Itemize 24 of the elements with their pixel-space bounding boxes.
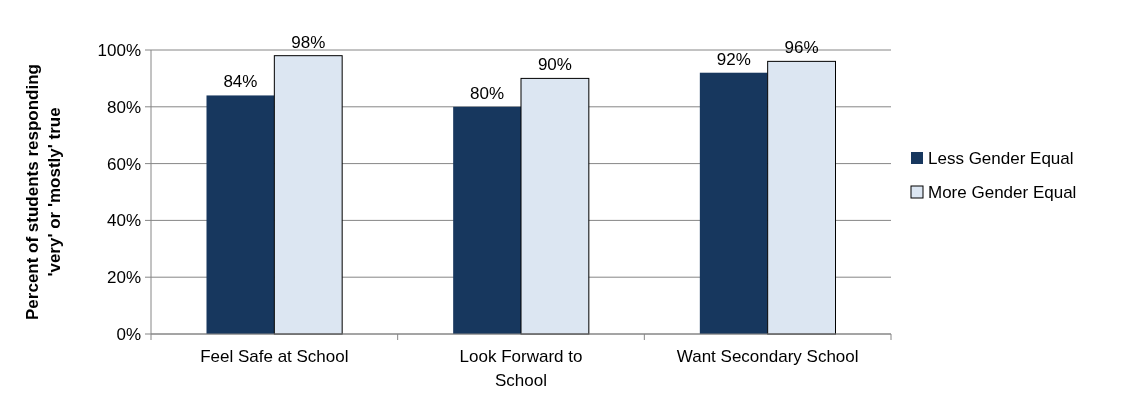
x-tick-label: Look Forward to School xyxy=(459,347,583,390)
y-tick-label: 100% xyxy=(97,40,141,60)
bar xyxy=(273,55,343,335)
bar xyxy=(767,60,836,335)
y-axis-title: Percent of students responding 'very' or 'mostly' true xyxy=(23,64,64,320)
x-tick-label: Feel Safe at School xyxy=(200,347,349,366)
legend-label: More Gender Equal xyxy=(928,182,1077,202)
x-tick-label: Want Secondary School xyxy=(676,347,859,366)
y-tick-label: 0% xyxy=(116,324,141,344)
data-label: 80% xyxy=(470,83,505,103)
legend-label: Less Gender Equal xyxy=(928,148,1074,168)
y-tick-label: 40% xyxy=(106,211,141,231)
y-tick-label: 80% xyxy=(106,97,141,117)
y-tick-label: 60% xyxy=(106,154,141,174)
data-label: 92% xyxy=(716,49,751,69)
y-tick-label: 20% xyxy=(106,268,141,288)
data-label: 84% xyxy=(223,72,258,92)
data-label: 96% xyxy=(784,38,819,58)
data-label: 90% xyxy=(537,55,572,75)
bar xyxy=(206,95,275,334)
bar xyxy=(699,72,768,334)
bar xyxy=(453,106,521,334)
bar xyxy=(520,77,590,335)
data-label: 98% xyxy=(291,32,326,52)
